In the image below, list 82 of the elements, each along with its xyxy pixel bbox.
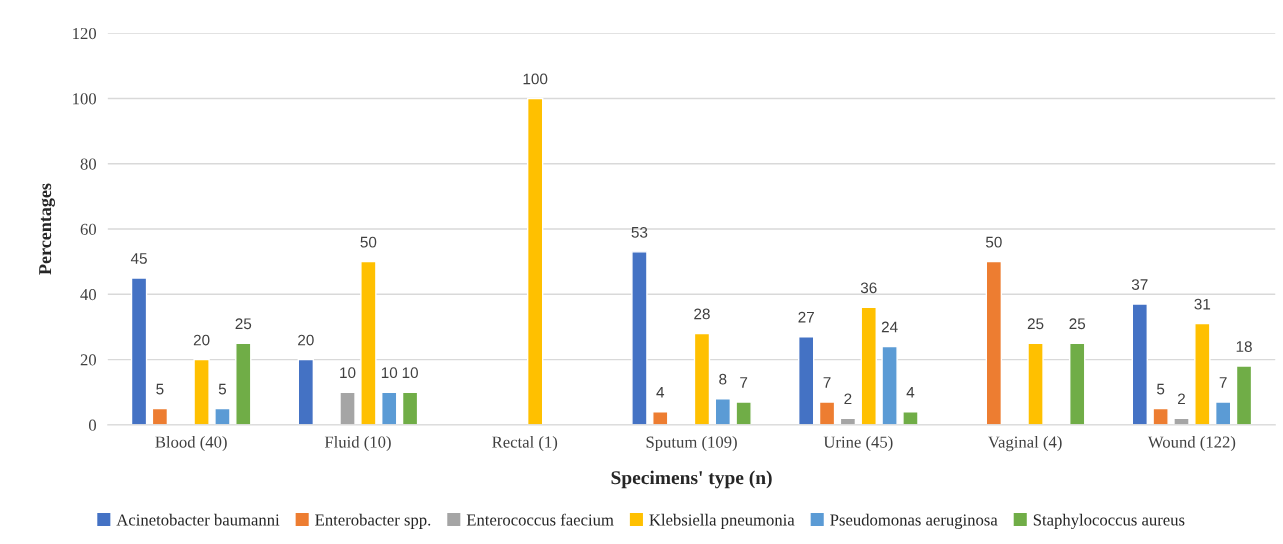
data-label: 8 (719, 373, 727, 385)
bar (526, 97, 544, 425)
bar (401, 391, 419, 425)
data-label: 10 (381, 367, 398, 379)
data-label: 10 (402, 367, 418, 379)
data-label: 27 (798, 311, 814, 323)
data-label: 4 (656, 387, 665, 398)
bar (881, 345, 898, 425)
bar (235, 342, 252, 425)
x-tick-label: Urine (45) (823, 435, 893, 452)
bar (735, 401, 752, 425)
bar (693, 332, 711, 425)
x-tick-label: Sputum (109) (646, 435, 737, 452)
data-label: 28 (694, 308, 710, 320)
bar (297, 358, 315, 425)
y-axis-title: Percentages (39, 183, 55, 275)
data-label: 24 (881, 321, 898, 333)
data-label: 7 (1219, 377, 1227, 388)
bar (130, 277, 148, 425)
data-label: 10 (340, 367, 356, 379)
data-label: 2 (844, 393, 852, 405)
y-tick-label: 20 (80, 354, 97, 366)
bar (985, 260, 1003, 425)
data-label: 45 (130, 253, 147, 264)
data-label: 2 (1178, 393, 1185, 405)
legend-label: Acinetobacter baumanni (116, 513, 280, 526)
data-label: 100 (523, 73, 548, 85)
y-tick-label: 40 (80, 289, 97, 301)
data-label: 7 (823, 377, 831, 388)
bar (631, 251, 648, 425)
bar (818, 401, 836, 425)
bar (714, 398, 732, 425)
data-label: 53 (631, 226, 648, 238)
data-label: 7 (740, 377, 748, 388)
data-label: 18 (1236, 341, 1252, 352)
y-tick-label: 80 (80, 158, 97, 170)
bar (1214, 401, 1232, 425)
data-label: 5 (1157, 383, 1165, 395)
data-label: 50 (985, 236, 1002, 248)
legend-label: Klebsiella pneumonia (649, 513, 795, 529)
data-label: 4 (906, 387, 915, 398)
bar (151, 407, 169, 425)
bar (339, 391, 356, 425)
data-label: 50 (360, 236, 377, 248)
data-label: 5 (218, 383, 227, 395)
x-tick-label: Vaginal (4) (988, 435, 1062, 452)
y-tick-label: 0 (88, 419, 97, 431)
data-label: 37 (1131, 279, 1148, 290)
bar (652, 411, 669, 425)
bar (360, 260, 377, 425)
data-label: 20 (298, 334, 314, 346)
bar (1152, 407, 1169, 425)
y-tick-label: 60 (80, 223, 97, 235)
legend-label: Staphylococcus aureus (1033, 513, 1185, 529)
bar (1069, 342, 1086, 425)
data-label: 5 (156, 383, 164, 395)
y-tick-label: 100 (73, 93, 97, 105)
x-tick-label: Fluid (10) (324, 435, 391, 452)
bar (214, 407, 231, 425)
bar (1027, 342, 1044, 425)
x-tick-label: Rectal (1) (492, 435, 558, 452)
bar (193, 358, 210, 425)
legend-label: Enterobacter spp. (315, 513, 431, 529)
x-axis-title: Specimens' type (n) (611, 470, 772, 489)
data-label: 31 (1194, 298, 1211, 310)
legend-label: Enterococcus faecium (466, 513, 614, 526)
bar (1131, 303, 1148, 425)
y-tick-label: 120 (73, 27, 97, 40)
bar (798, 336, 815, 425)
data-label: 25 (1069, 318, 1086, 330)
x-tick-label: Blood (40) (155, 435, 227, 452)
legend-label: Pseudomonas aeruginosa (830, 513, 998, 529)
data-label: 25 (235, 318, 252, 330)
data-label: 36 (860, 282, 877, 294)
bar (1194, 322, 1211, 425)
bar (381, 391, 398, 425)
bar (1235, 365, 1253, 425)
x-tick-label: Wound (122) (1147, 435, 1236, 452)
bar (902, 411, 919, 425)
data-label: 25 (1027, 318, 1044, 330)
data-label: 20 (193, 334, 210, 346)
bar (860, 306, 877, 425)
